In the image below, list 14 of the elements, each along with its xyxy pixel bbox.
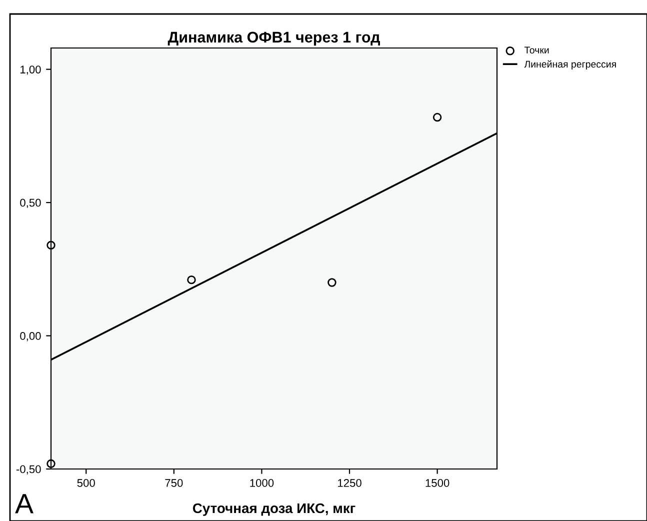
x-tick-label: 750: [165, 479, 183, 487]
x-tick-label: 1250: [338, 479, 362, 487]
x-axis-title: Суточная доза ИКС, мкг: [192, 503, 356, 516]
y-tick-label: -0,50: [16, 465, 41, 474]
y-tick-label: 0,50: [20, 198, 41, 208]
y-tick-label: 0,00: [20, 332, 41, 342]
x-tick-label: 1500: [426, 479, 450, 487]
y-tick-label: 1,00: [20, 66, 41, 75]
text: А: [15, 494, 34, 514]
chart-title: Динамика ОФВ1 через 1 год: [168, 32, 380, 46]
legend-label: Точки: [524, 46, 549, 54]
x-tick-label: 500: [77, 479, 95, 487]
legend-label: Линейная регрессия: [524, 60, 616, 70]
x-tick-label: 1000: [250, 479, 274, 487]
